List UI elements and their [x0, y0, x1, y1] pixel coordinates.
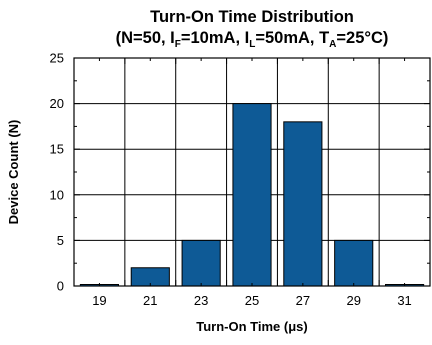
bar-23: [181, 239, 221, 287]
x-tick-label: 31: [397, 293, 411, 308]
bar-29: [334, 239, 374, 287]
y-tick-label: 25: [50, 51, 64, 66]
x-tick-label: 21: [143, 293, 157, 308]
y-tick-label: 20: [50, 96, 64, 111]
axis-ticks: [73, 57, 431, 287]
bars: [79, 103, 425, 287]
x-tick-label: 23: [194, 293, 208, 308]
x-tick-label: 25: [245, 293, 259, 308]
x-axis-label: Turn-On Time (μs): [196, 319, 307, 334]
x-tick-label: 27: [296, 293, 310, 308]
y-tick-label: 5: [57, 233, 64, 248]
y-tick-label: 0: [57, 279, 64, 294]
y-axis-label: Device Count (N): [6, 120, 21, 225]
tick-labels: 0 5 10 15 20 25 19 21 23 25 27 29 31: [50, 51, 412, 309]
bar-27: [283, 121, 323, 287]
chart-title-line2: (N=50, IF=10mA, IL=50mA, TA=25°C): [116, 29, 389, 50]
chart-title-line1: Turn-On Time Distribution: [150, 8, 354, 26]
bar-25: [232, 103, 272, 287]
x-tick-label: 19: [92, 293, 106, 308]
x-tick-label: 29: [346, 293, 360, 308]
y-tick-label: 15: [50, 142, 64, 157]
y-tick-label: 10: [50, 187, 64, 202]
